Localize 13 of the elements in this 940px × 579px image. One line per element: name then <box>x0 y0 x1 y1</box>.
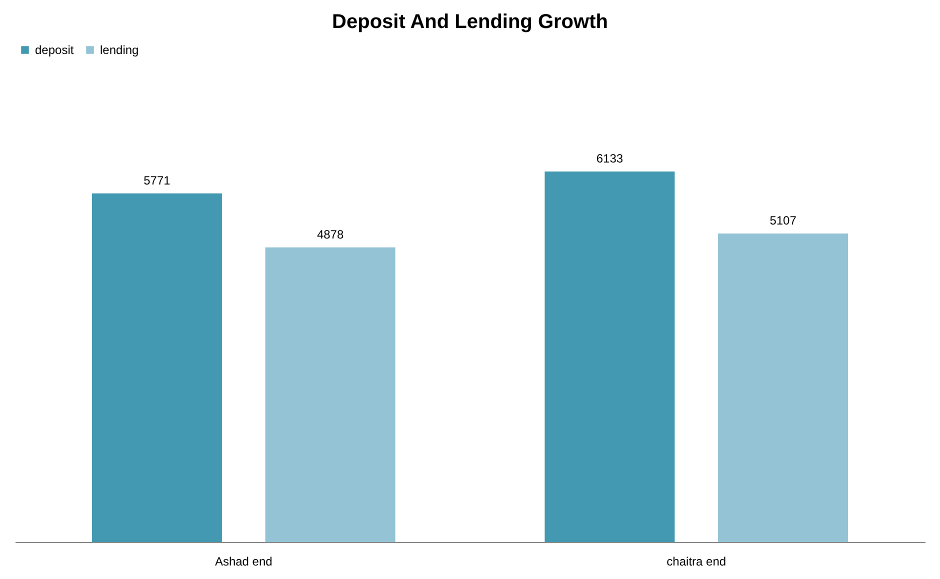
bar <box>544 172 675 542</box>
data-label: 6133 <box>596 152 624 166</box>
x-tick-label: chaitra end <box>666 554 726 568</box>
data-label: 4878 <box>316 227 344 242</box>
bar <box>718 233 848 542</box>
legend-label: lending <box>100 43 139 57</box>
chart-title: Deposit And Lending Growth <box>332 11 608 33</box>
legend-label: deposit <box>35 43 74 57</box>
bar <box>92 193 222 542</box>
x-tick-label: Ashad end <box>214 554 272 568</box>
data-label: 5107 <box>770 213 797 228</box>
data-label: 5771 <box>144 173 171 188</box>
bar <box>265 247 396 542</box>
